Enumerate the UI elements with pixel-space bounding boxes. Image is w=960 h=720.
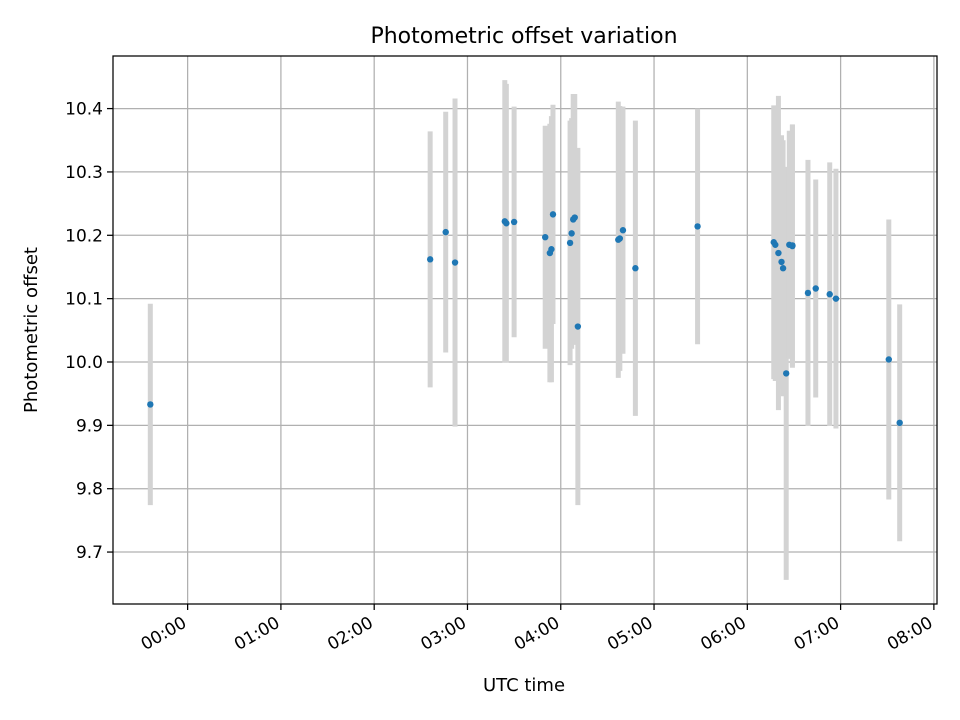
data-point (442, 228, 449, 236)
data-point (566, 239, 574, 247)
y-axis-label: Photometric offset (21, 247, 42, 413)
data-point (779, 265, 787, 272)
data-points (147, 211, 903, 427)
data-point (782, 370, 790, 377)
data-point (804, 289, 812, 297)
data-point (775, 249, 782, 257)
data-point (147, 401, 154, 408)
y-tick-label: 10.2 (65, 226, 103, 246)
data-point (896, 419, 903, 427)
data-point (632, 265, 639, 272)
y-tick-label: 9.8 (76, 480, 103, 500)
y-tick-label: 9.7 (76, 543, 103, 563)
y-tick-label: 10.4 (65, 100, 103, 120)
y-tick-label: 10.3 (65, 163, 103, 183)
data-point (885, 356, 893, 363)
data-point (426, 256, 434, 263)
data-point (510, 218, 518, 226)
grid-lines (113, 56, 937, 604)
plot-frame (112, 55, 938, 605)
data-point (451, 259, 459, 266)
data-point (571, 214, 578, 221)
data-point (548, 246, 555, 253)
data-point (616, 235, 624, 242)
data-point (832, 295, 840, 302)
data-point (772, 241, 779, 248)
y-tick-label: 10.1 (65, 290, 103, 310)
chart-title: Photometric offset variation (370, 24, 677, 49)
data-point (826, 291, 833, 298)
data-point (568, 230, 575, 237)
y-axis-ticks: 9.7 9.8 9.9 10.0 10.1 10.2 10.3 10.4 (65, 100, 113, 563)
data-point (574, 323, 582, 330)
y-tick-label: 9.9 (76, 416, 103, 436)
data-point (812, 285, 819, 292)
data-point (694, 223, 701, 230)
data-point (503, 220, 510, 227)
y-tick-label: 10.0 (65, 353, 103, 373)
data-point (789, 242, 796, 249)
x-axis-label: UTC time (483, 675, 565, 696)
data-point (778, 258, 785, 266)
data-point (549, 211, 557, 218)
data-point (619, 227, 627, 234)
data-point (542, 233, 549, 241)
